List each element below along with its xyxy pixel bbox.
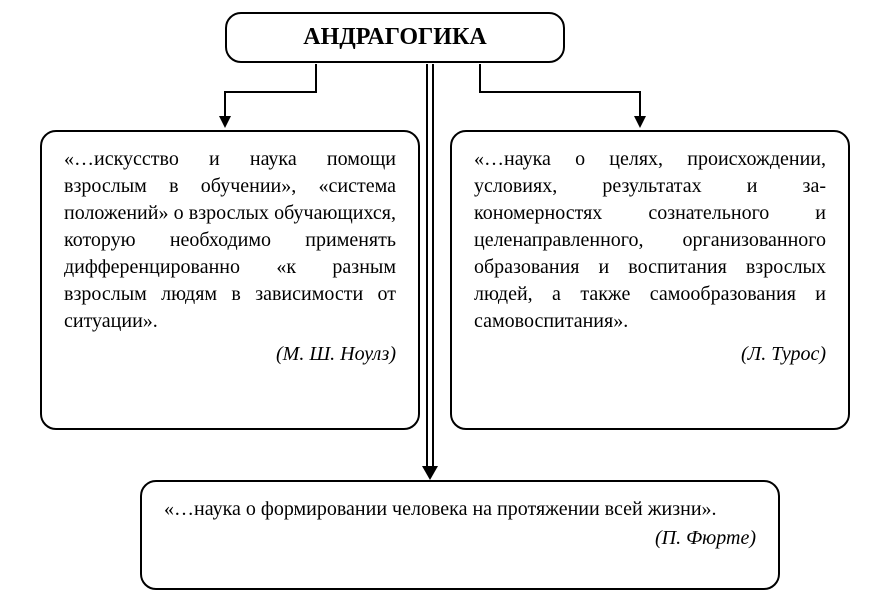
title-text: АНДРАГОГИКА bbox=[303, 24, 486, 50]
definition-text: «…наука о формировании человека на протя… bbox=[164, 496, 756, 523]
definition-author: (М. Ш. Ноулз) bbox=[64, 341, 396, 368]
definition-node-turos: «…наука о целях, происхожде­нии, условия… bbox=[450, 130, 850, 430]
diagram-canvas: АНДРАГОГИКА «…искусство и наука помощи в… bbox=[0, 0, 888, 614]
definition-author: (П. Фюрте) bbox=[164, 525, 756, 552]
definition-text: «…искусство и наука помощи взрослым в об… bbox=[64, 146, 396, 335]
definition-text: «…наука о целях, происхожде­нии, условия… bbox=[474, 146, 826, 335]
definition-node-knowles: «…искусство и наука помощи взрослым в об… bbox=[40, 130, 420, 430]
title-node: АНДРАГОГИКА bbox=[225, 12, 565, 63]
definition-author: (Л. Турос) bbox=[474, 341, 826, 368]
definition-node-furter: «…наука о формировании человека на протя… bbox=[140, 480, 780, 590]
